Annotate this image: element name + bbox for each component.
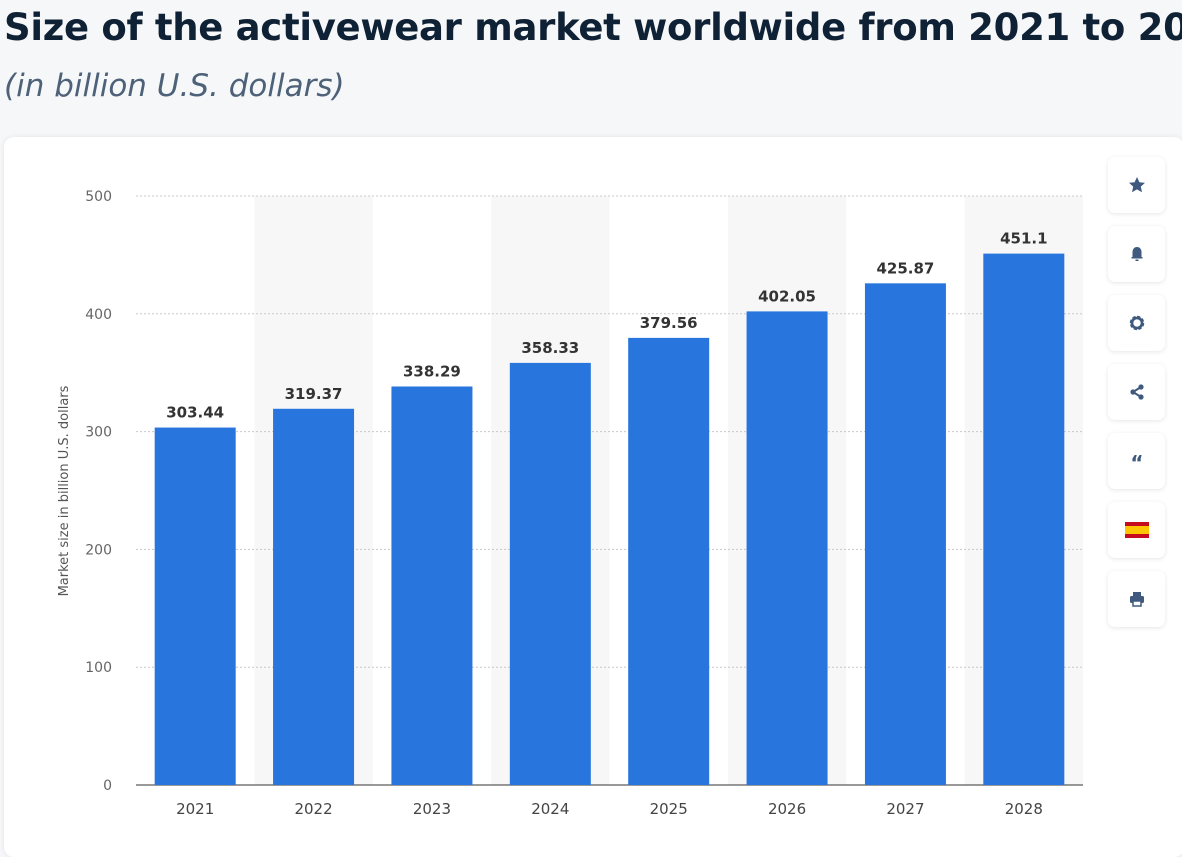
y-tick-label: 500 bbox=[85, 189, 112, 205]
data-label: 402.05 bbox=[758, 287, 816, 305]
chart-title: Size of the activewear market worldwide … bbox=[4, 6, 1182, 49]
x-tick-label: 2028 bbox=[1005, 800, 1043, 818]
bar-2022 bbox=[273, 408, 355, 785]
settings-button[interactable] bbox=[1108, 295, 1165, 351]
data-label: 303.44 bbox=[166, 404, 224, 422]
bar-2023 bbox=[391, 386, 473, 785]
bar-2028 bbox=[983, 253, 1065, 786]
language-button[interactable] bbox=[1108, 502, 1165, 558]
chart-subtitle: (in billion U.S. dollars) bbox=[4, 68, 345, 104]
star-icon bbox=[1128, 177, 1145, 193]
share-button[interactable] bbox=[1108, 364, 1165, 420]
cite-button[interactable]: “ bbox=[1108, 433, 1165, 489]
bar-2025 bbox=[628, 337, 710, 785]
y-tick-label: 300 bbox=[85, 425, 112, 441]
bar-2024 bbox=[509, 362, 591, 785]
y-tick-label: 200 bbox=[85, 542, 112, 558]
x-tick-label: 2021 bbox=[176, 800, 214, 818]
data-label: 379.56 bbox=[640, 314, 698, 332]
quote-icon: “ bbox=[1130, 451, 1143, 471]
print-icon bbox=[1129, 592, 1144, 607]
data-label: 319.37 bbox=[285, 385, 343, 403]
y-tick-label: 400 bbox=[85, 307, 112, 323]
gear-icon bbox=[1129, 315, 1144, 331]
svg-text:“: “ bbox=[1130, 451, 1143, 471]
bar-2027 bbox=[864, 283, 946, 785]
x-tick-label: 2022 bbox=[294, 800, 332, 818]
y-axis-label: Market size in billion U.S. dollars bbox=[57, 385, 72, 596]
notification-button[interactable] bbox=[1108, 226, 1165, 282]
x-tick-label: 2027 bbox=[886, 800, 924, 818]
bar-2021 bbox=[154, 427, 236, 785]
x-tick-label: 2023 bbox=[413, 800, 451, 818]
bell-icon bbox=[1131, 247, 1142, 261]
share-icon bbox=[1129, 384, 1144, 400]
data-label: 451.1 bbox=[1000, 230, 1047, 248]
y-tick-label: 100 bbox=[85, 660, 112, 676]
y-tick-label: 0 bbox=[103, 778, 112, 794]
x-tick-label: 2024 bbox=[531, 800, 569, 818]
spain-flag-icon bbox=[1124, 522, 1149, 538]
x-tick-label: 2026 bbox=[768, 800, 806, 818]
print-button[interactable] bbox=[1108, 571, 1165, 627]
data-label: 425.87 bbox=[876, 259, 934, 277]
favorite-button[interactable] bbox=[1108, 157, 1165, 213]
x-tick-label: 2025 bbox=[650, 800, 688, 818]
data-label: 358.33 bbox=[521, 339, 579, 357]
bar-2026 bbox=[746, 311, 828, 785]
data-label: 338.29 bbox=[403, 362, 461, 380]
